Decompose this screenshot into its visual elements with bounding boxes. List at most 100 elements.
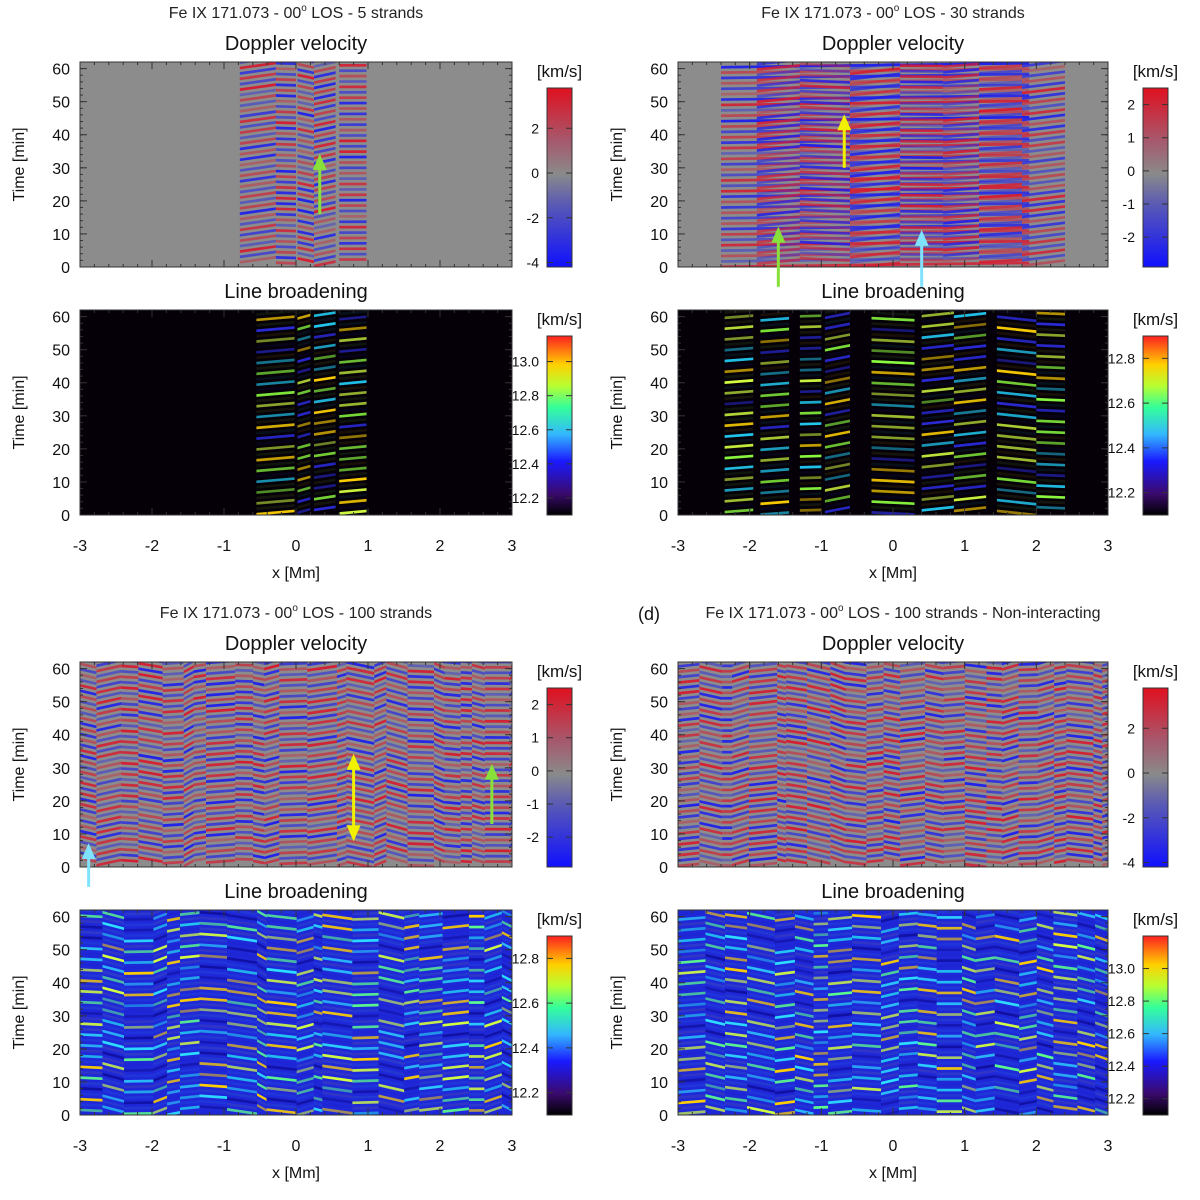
y-axis-label: Time [min] (11, 727, 28, 801)
strand-band (313, 1080, 323, 1086)
strand-band (1022, 91, 1065, 100)
strand-band (264, 663, 280, 671)
strand-band (1001, 695, 1019, 704)
strand-band (964, 862, 987, 867)
strand-band (953, 495, 987, 502)
strand-band (193, 760, 207, 765)
strand-band (235, 690, 254, 694)
colorbar (1142, 87, 1169, 268)
strand-band (80, 1000, 103, 1005)
strand-band (239, 223, 276, 232)
y-tick-label: 30 (52, 1009, 70, 1026)
strand-band (404, 1096, 420, 1102)
strand-band (731, 842, 750, 851)
strand-band (179, 959, 200, 965)
strand-band (850, 148, 901, 157)
strand-band (900, 823, 926, 830)
strand-band (678, 770, 700, 776)
strand-band (749, 856, 778, 862)
strand-band (193, 797, 207, 803)
strand-band (124, 1111, 154, 1115)
strand-band (322, 1053, 353, 1061)
strand-band (799, 476, 822, 480)
strand-band (756, 161, 800, 168)
strand-band (943, 159, 979, 166)
strand-band (138, 818, 163, 826)
strand-band (824, 403, 850, 411)
strand-band (313, 1085, 323, 1091)
strand-band (760, 397, 790, 403)
strand-band (749, 845, 778, 852)
strand-band (943, 175, 979, 182)
strand-band (444, 838, 461, 843)
strand-band (153, 960, 168, 969)
strand-band (339, 439, 367, 445)
strand-band (138, 807, 163, 815)
strand-band (378, 1067, 405, 1077)
strand-band (1102, 840, 1108, 845)
x-tick-label: -1 (217, 538, 231, 555)
strand-band (921, 457, 954, 464)
strand-band (724, 400, 754, 406)
strand-band (162, 768, 184, 774)
strand-band (722, 664, 732, 668)
strand-band (266, 984, 297, 991)
strand-band (80, 1038, 103, 1043)
strand-band (167, 1040, 180, 1047)
strand-band (264, 674, 280, 682)
strand-band (336, 802, 347, 808)
strand-band (419, 933, 443, 940)
y-tick-label: 0 (61, 508, 70, 525)
x-tick-label: 1 (364, 538, 373, 555)
strand-band (257, 1039, 267, 1048)
strand-band (206, 751, 236, 757)
strand-band (471, 674, 485, 681)
strand-band (900, 726, 926, 732)
strand-band (845, 666, 867, 672)
strand-band (239, 218, 276, 226)
strand-band (1093, 797, 1103, 803)
strand-band (322, 1010, 353, 1018)
strand-band (986, 801, 1002, 805)
strand-band (179, 965, 200, 970)
strand-band (900, 769, 926, 776)
strand-band (346, 747, 375, 756)
strand-band (227, 967, 258, 975)
strand-band (102, 932, 125, 941)
strand-band (678, 808, 700, 814)
strand-band (235, 717, 254, 721)
strand-band (845, 817, 867, 823)
strand-band (777, 663, 787, 669)
strand-band (468, 968, 485, 972)
strand-band (979, 188, 1022, 194)
y-tick-label: 10 (52, 827, 70, 844)
y-tick-label: 20 (650, 194, 668, 211)
strand-band (943, 224, 979, 230)
strand-band (339, 150, 367, 154)
strand-band (807, 786, 831, 795)
strand-band (138, 705, 163, 712)
strand-band (921, 332, 954, 340)
strand-band (378, 1013, 405, 1023)
strand-band (724, 432, 754, 438)
strand-band (921, 494, 954, 501)
strand-band (749, 796, 778, 803)
strand-band (925, 685, 944, 692)
strand-band (102, 943, 125, 952)
strand-band (471, 776, 485, 784)
strand-band (799, 379, 822, 383)
strand-band (807, 727, 831, 736)
strand-band (339, 220, 367, 224)
strand-band (979, 220, 1022, 226)
strand-band (484, 927, 502, 937)
strand-band (378, 927, 405, 936)
strand-band (850, 196, 901, 205)
strand-band (1018, 770, 1038, 774)
strand-band (943, 707, 965, 713)
strand-band (921, 327, 954, 334)
strand-band (986, 714, 1002, 719)
strand-band (953, 452, 987, 459)
strand-band (964, 808, 987, 815)
strand-band (121, 804, 139, 809)
